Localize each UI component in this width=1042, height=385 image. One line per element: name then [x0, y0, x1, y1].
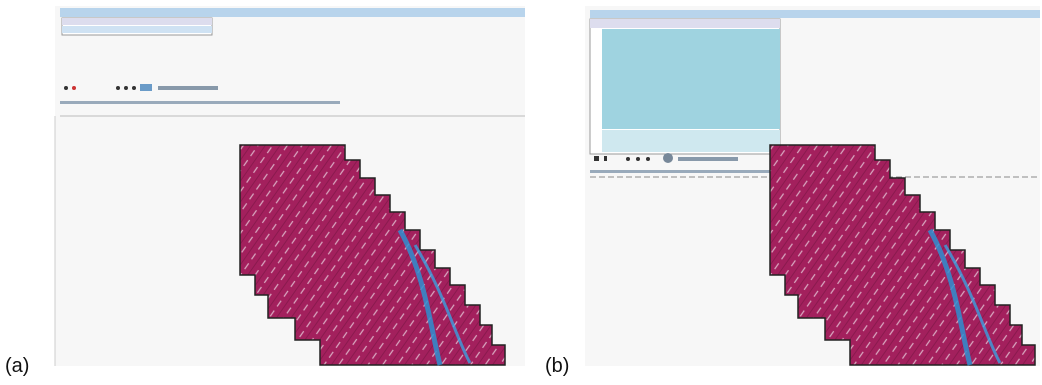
figure: (a) (b)	[0, 0, 1042, 385]
table-header	[590, 19, 780, 28]
table-selection	[602, 29, 780, 129]
table-header	[62, 18, 212, 25]
panel-label: (b)	[545, 355, 569, 377]
panel-b: (b)	[545, 6, 1040, 377]
status-text	[60, 101, 340, 104]
title-bar	[60, 8, 525, 17]
table-row	[62, 26, 212, 33]
title-bar	[590, 10, 1040, 18]
panel-label: (a)	[5, 355, 29, 377]
table-rows	[602, 130, 780, 152]
panel-a: (a)	[5, 6, 525, 377]
